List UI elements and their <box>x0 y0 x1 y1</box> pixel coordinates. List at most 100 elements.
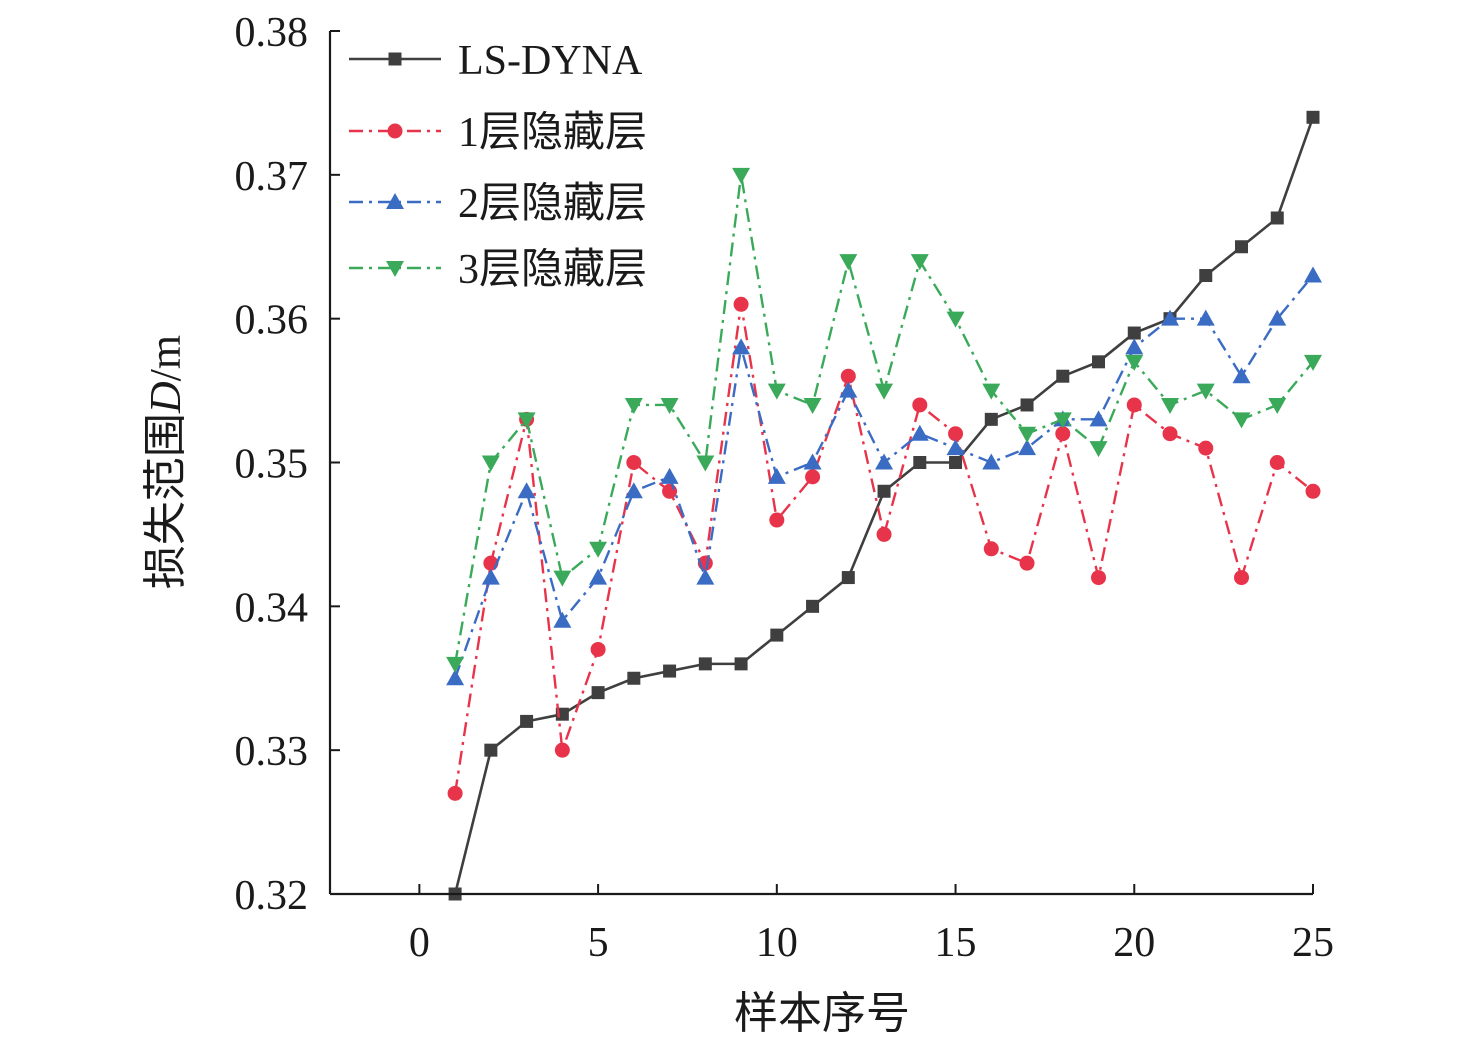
data-point <box>946 311 965 328</box>
data-point <box>1232 367 1251 384</box>
data-point <box>875 383 894 400</box>
data-point <box>590 641 606 657</box>
data-point <box>1235 240 1249 254</box>
data-point <box>877 484 891 498</box>
data-point <box>841 571 855 585</box>
series-line <box>453 116 1315 895</box>
data-point <box>624 397 643 414</box>
data-point <box>806 599 820 613</box>
data-point <box>517 412 536 429</box>
data-point <box>517 482 536 499</box>
data-point <box>1092 355 1106 369</box>
data-point <box>1091 570 1107 586</box>
data-point <box>1304 354 1322 371</box>
data-point <box>910 424 929 441</box>
data-point <box>447 785 463 801</box>
data-point <box>624 482 643 499</box>
x-tick-label: 5 <box>588 920 609 966</box>
data-point <box>553 570 572 587</box>
y-axis-title-variable: D <box>141 381 190 414</box>
tick-labels: 0 5 10 15 20 25 0.32 0.33 0.34 0.35 0.36 0.37 0.38 <box>235 10 1335 966</box>
data-point <box>912 397 928 413</box>
x-tick-label: 0 <box>409 920 430 966</box>
data-point <box>1089 410 1108 427</box>
data-point <box>1306 110 1320 124</box>
legend-item: 3层隐藏层 <box>349 247 647 293</box>
data-point <box>803 397 822 414</box>
data-point <box>1089 441 1108 458</box>
data-point <box>840 368 856 384</box>
data-point <box>1232 412 1251 429</box>
data-point <box>982 453 1001 470</box>
data-point <box>839 381 858 398</box>
data-point <box>446 656 465 673</box>
legend-label: LS-DYNA <box>458 38 643 84</box>
data-point <box>589 568 608 585</box>
x-tick-label: 10 <box>756 920 798 966</box>
data-point <box>770 628 784 642</box>
data-point <box>949 456 963 469</box>
legend-label: 2层隐藏层 <box>458 181 647 227</box>
data-point <box>1126 397 1142 413</box>
data-point <box>733 296 749 312</box>
data-point <box>875 453 894 470</box>
legend-item: 2层隐藏层 <box>349 181 647 227</box>
x-tick-label: 20 <box>1113 920 1155 966</box>
data-point <box>553 611 572 628</box>
data-point <box>767 467 786 484</box>
series-4 <box>446 167 1322 673</box>
y-tick-label: 0.34 <box>235 585 309 631</box>
data-point <box>1268 309 1287 326</box>
data-point <box>734 657 748 671</box>
data-point <box>589 541 608 558</box>
data-point <box>946 439 965 456</box>
data-point <box>1161 397 1180 414</box>
x-axis-title: 样本序号 <box>734 989 910 1038</box>
data-point <box>1125 338 1144 355</box>
data-point <box>1053 412 1072 429</box>
data-point <box>1270 211 1284 225</box>
data-point <box>983 541 999 557</box>
data-point <box>1199 269 1213 283</box>
data-point <box>984 412 998 426</box>
series-2 <box>447 296 1321 801</box>
data-point <box>910 254 929 271</box>
data-point <box>446 669 465 686</box>
data-point <box>660 397 679 414</box>
y-tick-label: 0.38 <box>235 10 309 56</box>
data-point <box>1056 369 1070 383</box>
data-point <box>484 743 498 757</box>
axes <box>328 30 1314 896</box>
data-point <box>481 568 500 585</box>
data-point <box>591 686 605 700</box>
legend: LS-DYNA 1层隐藏层 2层隐藏层 3层隐藏层 <box>349 38 647 293</box>
data-point <box>1020 398 1034 412</box>
data-point <box>660 467 679 484</box>
data-point <box>1127 326 1141 340</box>
legend-item: LS-DYNA <box>349 38 643 84</box>
data-point <box>913 456 927 469</box>
data-point <box>696 568 715 585</box>
data-point <box>1055 426 1071 442</box>
data-point <box>554 742 570 758</box>
x-tick-label: 15 <box>935 920 977 966</box>
data-point <box>982 383 1001 400</box>
legend-marker <box>387 123 403 139</box>
data-point <box>1198 440 1214 456</box>
data-point <box>520 714 534 728</box>
data-point <box>1268 397 1287 414</box>
legend-label: 1层隐藏层 <box>458 110 647 156</box>
data-point <box>769 512 785 528</box>
y-axis-title-prefix: 损失范围 <box>141 413 190 589</box>
data-point <box>481 455 500 472</box>
data-point <box>1018 439 1037 456</box>
data-point <box>663 664 677 678</box>
data-point <box>698 657 712 671</box>
data-point <box>1269 455 1285 470</box>
data-point <box>948 426 964 442</box>
data-point <box>627 671 641 685</box>
data-point <box>1018 426 1037 443</box>
data-point <box>1196 383 1215 400</box>
series-line <box>453 274 1314 679</box>
